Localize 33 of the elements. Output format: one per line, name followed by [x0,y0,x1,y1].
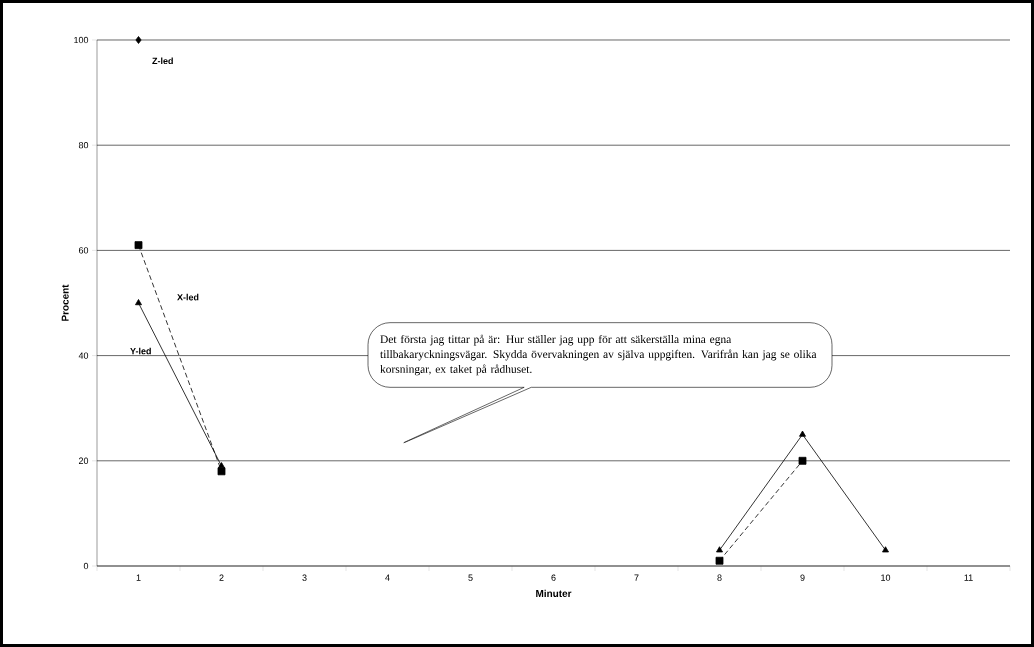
point [798,456,807,465]
x-tick-label: 9 [800,574,805,581]
annotation: Det första jag tittar på är: Hur ställer jag upp för att säkerställa mina egna tillbakaryckningsvägar. Skydda övervakningen av själva uppgiften. Varifrån kan jag se olika korsningar, ex taket på rådhuset. [380,334,817,376]
x-tick-label: 5 [468,574,473,581]
point [135,36,142,44]
point [799,430,806,437]
x-tick-label: 4 [385,574,390,581]
y-tick-label: 0 [83,562,89,570]
x-tick-label: 8 [717,574,722,581]
y-tick-label: 80 [78,142,89,149]
point [882,546,889,553]
x-tick-label: 6 [551,574,556,581]
x-tick-label: 7 [634,574,639,581]
x-axis-title: Minuter [536,589,572,598]
point [716,546,723,553]
series-label: X-led [177,293,199,301]
point [134,241,143,250]
x-tick-label: 10 [881,574,891,581]
x-tick-label: 1 [136,574,141,581]
y-tick-label: 60 [78,247,89,254]
x-tick-label: 2 [219,574,224,581]
y-axis-title: Procent [61,284,69,321]
point [135,299,142,306]
y-tick-label: 100 [74,36,89,44]
series-label: Y-led [130,347,151,355]
y-tick-label: 20 [78,457,89,464]
point [217,467,226,476]
point [218,462,225,469]
y-tick-label: 40 [78,352,89,359]
text: Z-led [152,57,173,65]
point [715,556,724,565]
x-tick-label: 11 [964,574,973,581]
x-tick-label: 3 [302,574,307,581]
